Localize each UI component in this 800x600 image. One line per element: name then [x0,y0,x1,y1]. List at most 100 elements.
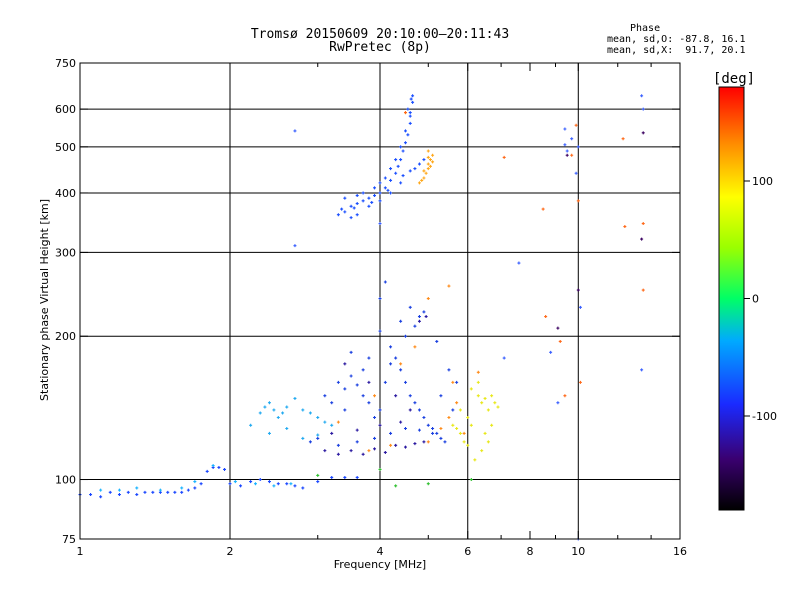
echo-point [399,368,403,372]
echo-point [399,362,403,366]
echo-point [117,488,121,492]
echo-point [228,482,232,486]
echo-point [361,394,365,398]
echo-point [409,97,413,101]
echo-point [343,196,347,200]
echo-point [447,415,451,419]
echo-point [403,334,407,338]
echo-point [413,324,417,328]
echo-point [323,394,327,398]
echo-point [223,467,227,471]
echo-point [502,155,506,159]
echo-point [293,484,297,488]
echo-point [383,186,387,190]
echo-point [378,191,382,195]
echo-point [549,350,553,354]
echo-point [424,315,428,319]
echo-point [426,297,430,301]
echo-point [396,164,400,168]
echo-point [361,452,365,456]
y-tick-label: 300 [55,246,76,259]
echo-point [293,244,297,248]
echo-point [426,423,430,427]
echo-point [490,394,494,398]
echo-point [399,145,403,149]
echo-point [383,380,387,384]
echo-point [476,380,480,384]
echo-point [367,356,371,360]
echo-point [621,137,625,141]
echo-point [408,169,412,173]
echo-point [435,339,439,343]
echo-point [417,408,421,412]
echo-point [417,319,421,323]
echo-point [394,158,398,162]
echo-point [352,206,356,210]
echo-point [502,356,506,360]
echo-point [373,194,377,198]
echo-point [640,94,644,98]
echo-point [349,350,353,354]
echo-point [355,383,359,387]
echo-point [336,213,340,217]
echo-point [258,478,262,482]
echo-point [641,288,645,292]
y-tick-label: 600 [55,103,76,116]
echo-point [367,449,371,453]
echo-point [336,443,340,447]
echo-point [406,133,410,137]
echo-point [308,411,312,415]
echo-point [276,482,280,486]
x-tick-label: 1 [77,545,84,558]
echo-point [99,488,103,492]
echo-point [211,464,215,468]
echo-point [403,141,407,145]
echo-point [574,123,578,127]
x-tick-label: 16 [673,545,687,558]
axis-tick-labels: 1 2 4 6 8 10 16 75 100 200 300 400 500 600 750 [55,57,687,558]
echo-point [126,490,130,494]
echo-point [383,280,387,284]
echo-point [455,426,459,430]
y-axis-label: Stationary phase Virtual Height [km] [38,199,51,401]
echo-point [301,408,305,412]
echo-point [394,484,398,488]
echo-point [413,167,417,171]
echo-point [544,315,548,319]
echo-point [253,482,257,486]
echo-point [308,440,312,444]
echo-point [399,158,403,162]
echo-point [343,387,347,391]
echo-point [411,94,415,98]
colorbar-tick-label: -100 [752,410,777,423]
echo-point [349,216,353,220]
echo-point [394,171,398,175]
echo-point [408,121,412,125]
echo-point [578,380,582,384]
echo-point [408,111,412,115]
echo-point [373,447,377,451]
echo-point [399,319,403,323]
echo-point [424,171,428,175]
echo-point [378,181,382,185]
echo-point [289,482,293,486]
echo-point [426,162,430,166]
echo-point [480,401,484,405]
echo-point [556,326,560,330]
x-tick-label: 8 [527,545,534,558]
echo-point [563,143,567,147]
echo-point [143,490,147,494]
echo-point [408,305,412,309]
echo-point [578,305,582,309]
echo-point [239,484,243,488]
echo-point [373,436,377,440]
echo-point [378,222,382,226]
echo-point [428,164,432,168]
echo-point [480,449,484,453]
echo-point [117,493,121,497]
y-tick-label: 200 [55,330,76,343]
echo-point [447,368,451,372]
echo-point [272,408,276,412]
echo-point [233,480,237,484]
